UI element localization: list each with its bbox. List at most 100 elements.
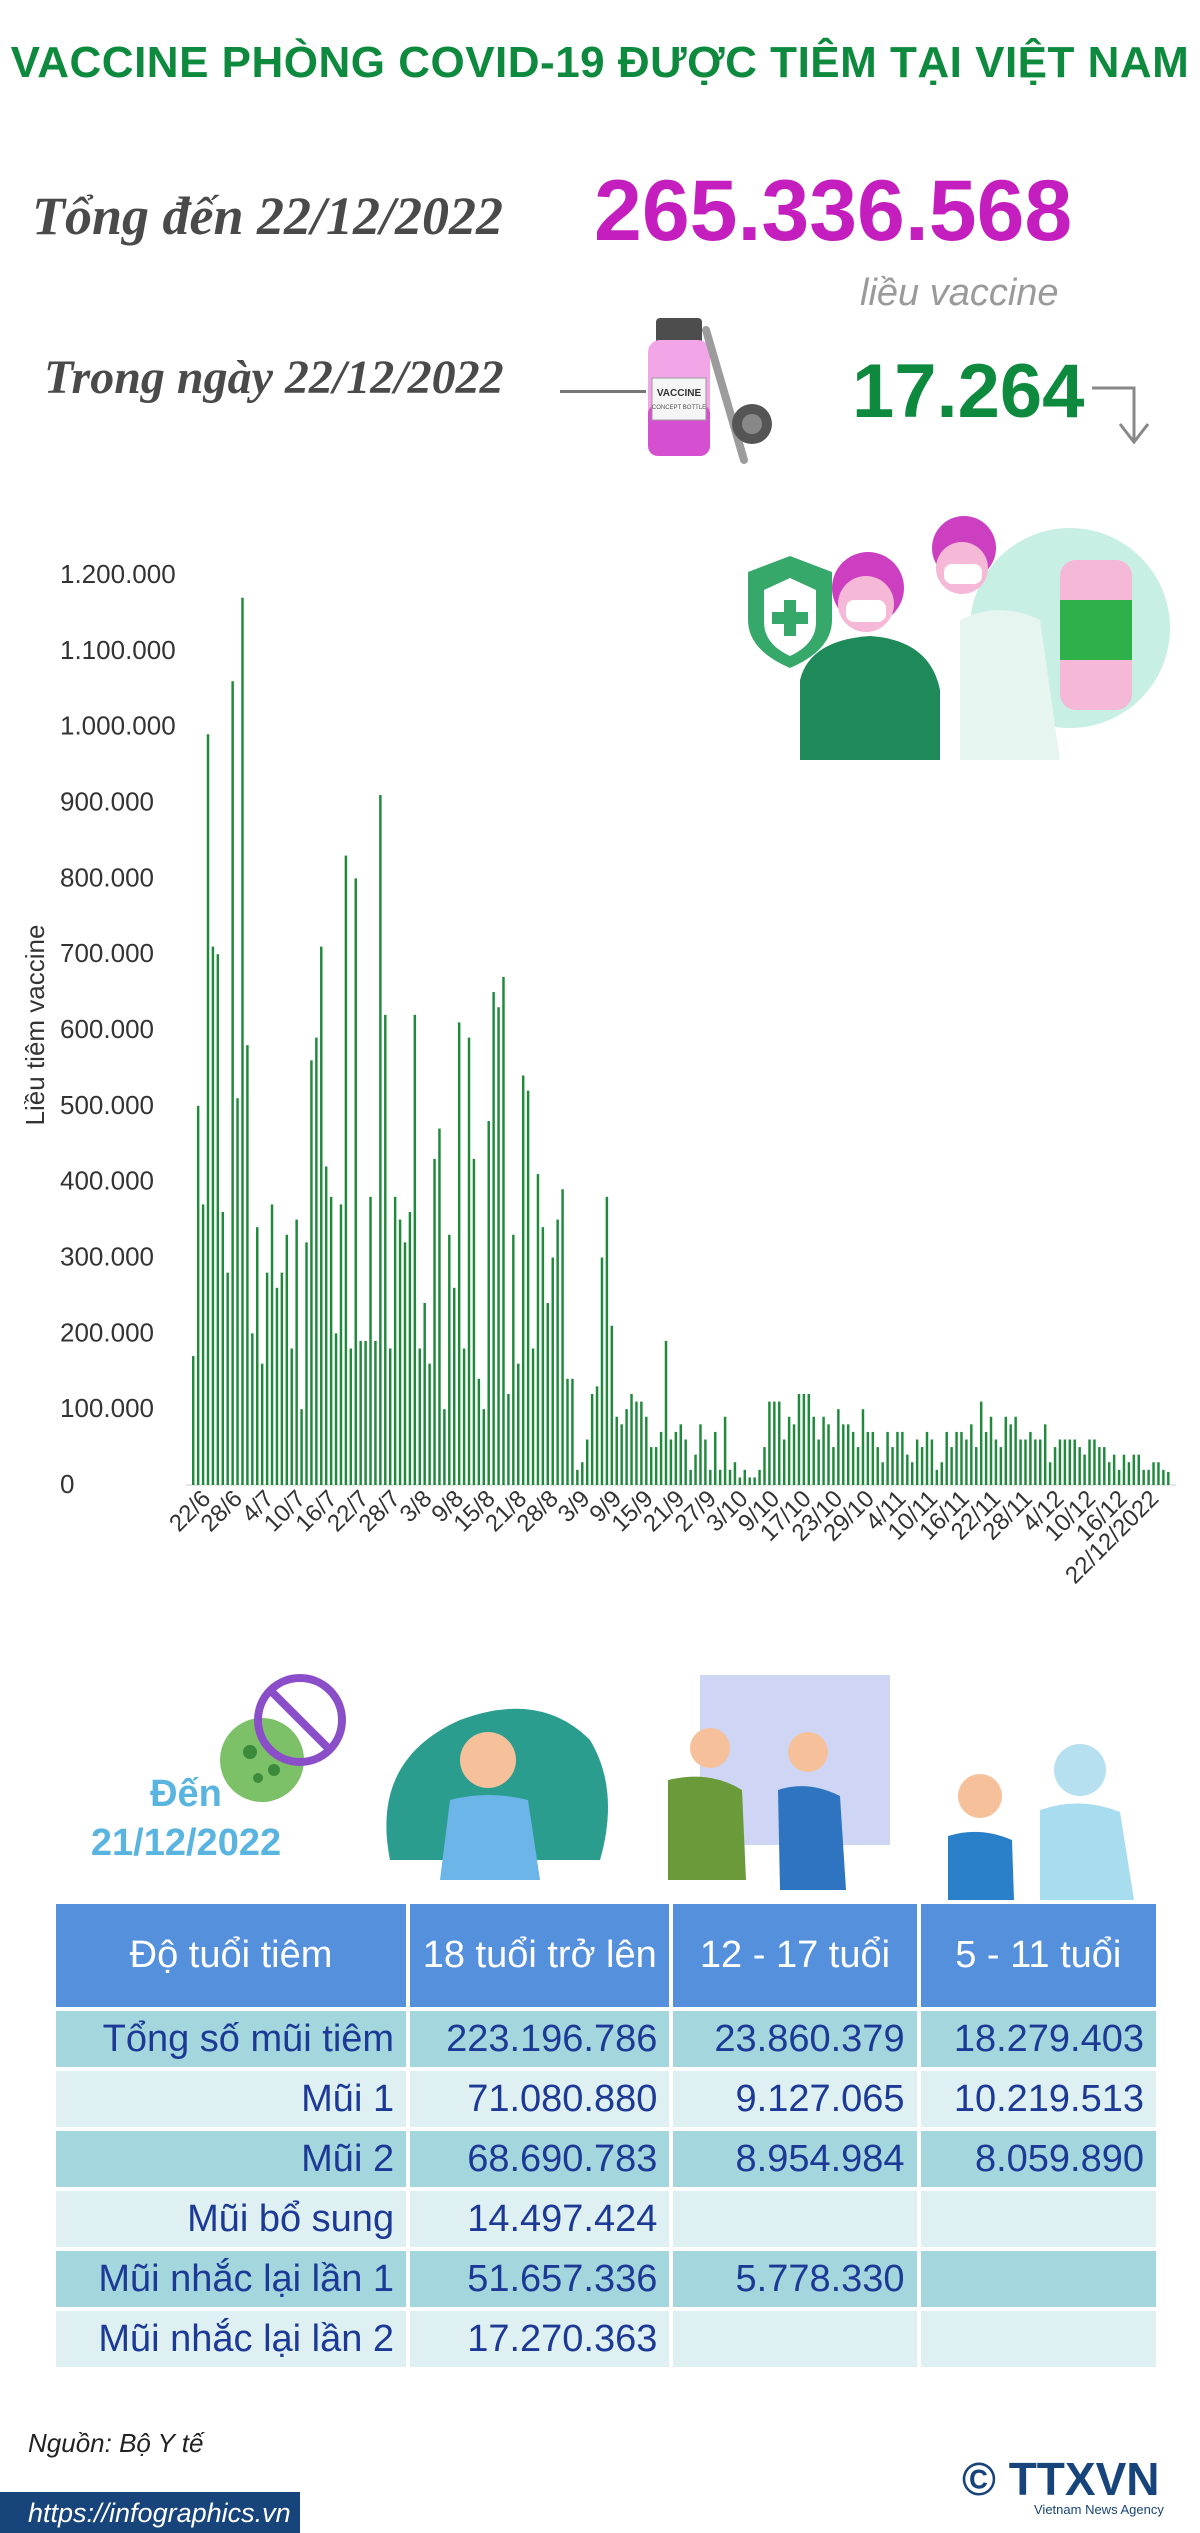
table-cell [673, 2311, 917, 2367]
chart-bar [344, 855, 348, 1485]
chart-bar [300, 1409, 303, 1485]
chart-bar [1063, 1439, 1067, 1485]
chart-bar [906, 1454, 909, 1485]
chart-bar [280, 1272, 284, 1485]
y-axis-label: Liều tiêm vaccine [20, 925, 50, 1126]
chart-bar [443, 1409, 446, 1485]
header-12-17: 12 - 17 tuổi [673, 1904, 917, 2007]
chart-bar [1043, 1424, 1047, 1485]
table-cell: 71.080.880 [410, 2071, 670, 2127]
chart-bar [600, 1257, 604, 1485]
chart-bar [733, 1462, 737, 1485]
daily-label: Trong ngày 22/12/2022 [44, 351, 504, 404]
chart-bar [925, 1431, 929, 1485]
chart-bar [310, 1060, 313, 1485]
chart-bar [482, 1409, 486, 1485]
chart-bar [477, 1378, 481, 1485]
chart-bar [295, 1219, 298, 1485]
date-prefix: Đến [150, 1773, 222, 1815]
chart-bar [630, 1394, 633, 1485]
chart-bar [940, 1462, 943, 1485]
chart-bar [339, 1204, 343, 1485]
table-row: Mũi 2 68.690.783 8.954.984 8.059.890 [56, 2131, 1156, 2187]
chart-bar [590, 1394, 594, 1485]
chart-bar [1103, 1447, 1106, 1485]
chart-bar [497, 1007, 500, 1485]
chart-bar [526, 1090, 530, 1485]
table-cell: 8.059.890 [920, 2131, 1156, 2187]
chart-bar [285, 1234, 289, 1485]
y-tick-label: 400.000 [60, 1166, 154, 1196]
chart-bar [645, 1416, 648, 1485]
chart-bar [881, 1462, 884, 1485]
chart-bar [920, 1447, 924, 1485]
chart-bar [388, 1348, 392, 1485]
table-cell [920, 2191, 1156, 2247]
chart-bar [827, 1424, 830, 1485]
chart-bar [1078, 1447, 1081, 1485]
connector-line [560, 390, 646, 393]
table-cell: 18.279.403 [920, 2011, 1156, 2067]
chart-bar [743, 1469, 747, 1485]
chart-bar [748, 1477, 751, 1485]
chart-bar [418, 1348, 421, 1485]
chart-bar [709, 1469, 712, 1485]
chart-bar [487, 1121, 490, 1485]
chart-bar [773, 1401, 776, 1485]
chart-bar [1068, 1439, 1072, 1485]
chart-bar [467, 1037, 471, 1485]
table-row: Mũi bổ sung 14.497.424 [56, 2191, 1156, 2247]
chart-bar [1137, 1454, 1140, 1485]
table-row: Mũi 1 71.080.880 9.127.065 10.219.513 [56, 2071, 1156, 2127]
chart-bar [994, 1439, 998, 1485]
footer-link[interactable]: https://infographics.vn [28, 2498, 291, 2528]
chart-bar [462, 1348, 466, 1485]
chart-bar [369, 1196, 372, 1485]
table-cell: 68.690.783 [410, 2131, 670, 2187]
table-cell: 8.954.984 [673, 2131, 917, 2187]
table-cell: 223.196.786 [410, 2011, 670, 2067]
chart-bar [1127, 1462, 1131, 1485]
chart-bar [241, 597, 244, 1485]
table-cell: 10.219.513 [920, 2071, 1156, 2127]
chart-bar [290, 1348, 293, 1485]
chart-bar [866, 1431, 870, 1485]
total-label: Tổng đến 22/12/2022 [32, 186, 504, 246]
chart-bar [915, 1439, 919, 1485]
row-label: Mũi nhắc lại lần 1 [56, 2251, 407, 2307]
chart-bar [812, 1416, 815, 1485]
chart-bar [945, 1431, 948, 1485]
chart-bar [679, 1424, 682, 1485]
vaccination-table: Độ tuổi tiêm 18 tuổi trở lên 12 - 17 tuổ… [52, 1900, 1160, 2371]
chart-bar [329, 1196, 333, 1485]
chart-bar [768, 1401, 771, 1485]
chart-bar [822, 1416, 825, 1485]
chart-bar [433, 1158, 436, 1485]
chart-bar [315, 1037, 318, 1485]
chart-bar [354, 878, 357, 1485]
chart-bar [1083, 1454, 1086, 1485]
chart-bar [556, 1219, 559, 1485]
chart-bar [861, 1409, 865, 1485]
chart-bar [1029, 1431, 1032, 1485]
table-cell [920, 2311, 1156, 2367]
chart-bar [689, 1469, 692, 1485]
chart-bar [1014, 1416, 1017, 1485]
table-cell: 17.270.363 [410, 2311, 670, 2367]
chart-bar [935, 1469, 939, 1485]
chart-bar [723, 1416, 727, 1485]
ttxvn-logo: © TTXVN [962, 2452, 1159, 2506]
copyright-icon: © [962, 2453, 996, 2505]
row-label: Tổng số mũi tiêm [56, 2011, 407, 2067]
chart-bar [787, 1416, 791, 1485]
chart-bar [275, 1287, 279, 1485]
chart-bar [1132, 1454, 1136, 1485]
chart-bar [856, 1447, 860, 1485]
chart-bar [1073, 1439, 1076, 1485]
chart-bar [211, 946, 215, 1485]
chart-bar [246, 1045, 249, 1485]
chart-bar [1107, 1462, 1111, 1485]
chart-bar [1098, 1447, 1101, 1485]
chart-bar [1162, 1469, 1165, 1485]
chart-bar [251, 1333, 254, 1485]
